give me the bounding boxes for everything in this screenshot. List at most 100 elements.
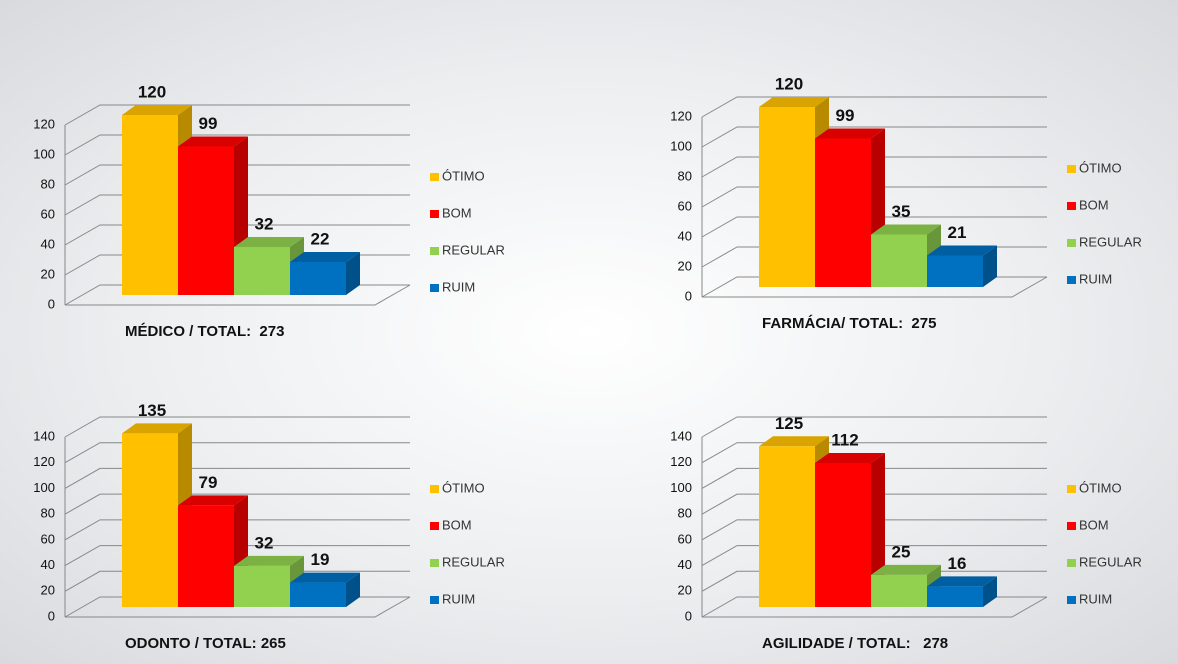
grid-line	[64, 545, 410, 567]
bar-top	[927, 245, 997, 256]
bar-side	[346, 572, 360, 607]
grid-line	[701, 545, 1047, 567]
bar-front	[927, 255, 983, 287]
floor	[65, 284, 411, 306]
legend-label: RUIM	[442, 591, 475, 606]
bar-side	[346, 252, 360, 295]
data-label: 99	[836, 106, 855, 125]
grid-line	[64, 104, 410, 126]
legend-swatch	[430, 210, 439, 218]
y-tick-label: 60	[41, 531, 55, 546]
grid-line	[701, 416, 1047, 438]
grid-line	[64, 442, 410, 464]
data-label: 120	[138, 82, 166, 101]
data-label: 120	[775, 74, 803, 93]
bar-front	[815, 138, 871, 287]
floor	[702, 596, 1048, 618]
data-label: 32	[255, 533, 274, 552]
grid-line	[64, 467, 410, 489]
chart: 0 20 40 60 80 100 120 120 ÓTIMO 99 BOM 32 REGULAR 22 R…	[33, 82, 505, 339]
legend-label: REGULAR	[442, 242, 505, 257]
bar-front	[759, 446, 815, 607]
data-label: 19	[311, 550, 330, 569]
legend-swatch	[1067, 559, 1076, 567]
y-tick-label: 100	[670, 480, 692, 495]
y-tick-label: 60	[678, 531, 692, 546]
legend-swatch	[430, 284, 439, 292]
y-tick-label: 20	[41, 266, 55, 281]
legend-swatch	[1067, 596, 1076, 604]
data-label: 32	[255, 214, 274, 233]
legend-swatch	[430, 485, 439, 493]
bar-top	[815, 128, 885, 139]
y-tick-label: 40	[41, 557, 55, 572]
chart: 0 20 40 60 80 100 120 140 135 ÓTIMO 79 BOM 32 REGULAR…	[33, 401, 505, 652]
bar-front	[178, 505, 234, 607]
legend-label: RUIM	[1079, 591, 1112, 606]
y-tick-label: 120	[33, 454, 55, 469]
grid-line	[701, 186, 1047, 208]
grid-line	[64, 493, 410, 515]
bar	[927, 576, 997, 607]
grid-line	[64, 416, 410, 438]
data-label: 125	[775, 414, 803, 433]
grid-line	[701, 126, 1047, 148]
y-tick-label: 80	[678, 168, 692, 183]
bar-top	[122, 105, 192, 115]
legend-swatch	[430, 522, 439, 530]
grid-line	[701, 96, 1047, 118]
legend-swatch	[1067, 485, 1076, 493]
y-tick-label: 100	[33, 480, 55, 495]
grid-line	[64, 134, 410, 156]
grid-line	[64, 519, 410, 541]
legend-label: RUIM	[442, 279, 475, 294]
y-tick-label: 100	[670, 138, 692, 153]
data-label: 25	[892, 542, 911, 561]
data-label: 21	[948, 223, 967, 242]
grid-line	[701, 156, 1047, 178]
legend-swatch	[1067, 165, 1076, 173]
data-label: 22	[311, 229, 330, 248]
legend-label: BOM	[1079, 197, 1109, 212]
chart-title: ODONTO / TOTAL: 265	[125, 635, 286, 652]
bar	[815, 453, 885, 607]
bar-front	[234, 565, 290, 607]
bar-front	[290, 262, 346, 295]
data-label: 79	[199, 473, 218, 492]
bar-top	[290, 572, 360, 583]
bar	[122, 423, 192, 607]
y-tick-label: 0	[685, 608, 692, 623]
y-tick-label: 120	[33, 116, 55, 131]
y-tick-label: 80	[678, 506, 692, 521]
legend-label: REGULAR	[1079, 234, 1142, 249]
y-tick-label: 60	[678, 198, 692, 213]
bar-top	[290, 252, 360, 262]
bar	[290, 252, 360, 295]
bar	[927, 245, 997, 287]
chart: 0 20 40 60 80 100 120 140 125 ÓTIMO 112 BOM 25 REGULA…	[670, 414, 1142, 652]
y-tick-label: 60	[41, 206, 55, 221]
chart: 0 20 40 60 80 100 120 120 ÓTIMO 99 BOM 35 REGULAR 21 R…	[670, 74, 1142, 331]
data-label: 35	[892, 202, 911, 221]
bar-front	[234, 247, 290, 295]
bar-top	[178, 136, 248, 147]
bar-side	[983, 245, 997, 287]
bar-top	[871, 224, 941, 235]
legend-swatch	[1067, 522, 1076, 530]
y-tick-label: 20	[41, 583, 55, 598]
bar	[178, 495, 248, 607]
bar-front	[290, 582, 346, 607]
data-label: 99	[199, 114, 218, 133]
floor	[702, 276, 1048, 298]
y-tick-label: 120	[670, 454, 692, 469]
legend-label: REGULAR	[1079, 554, 1142, 569]
data-label: 112	[831, 430, 858, 449]
bar-top	[759, 97, 829, 107]
legend-swatch	[430, 559, 439, 567]
bar-top	[927, 576, 997, 587]
chart-title: FARMÁCIA/ TOTAL: 275	[762, 315, 936, 332]
floor	[65, 596, 411, 618]
legend-label: ÓTIMO	[442, 168, 485, 183]
legend-swatch	[430, 173, 439, 181]
bar-top	[815, 453, 885, 463]
